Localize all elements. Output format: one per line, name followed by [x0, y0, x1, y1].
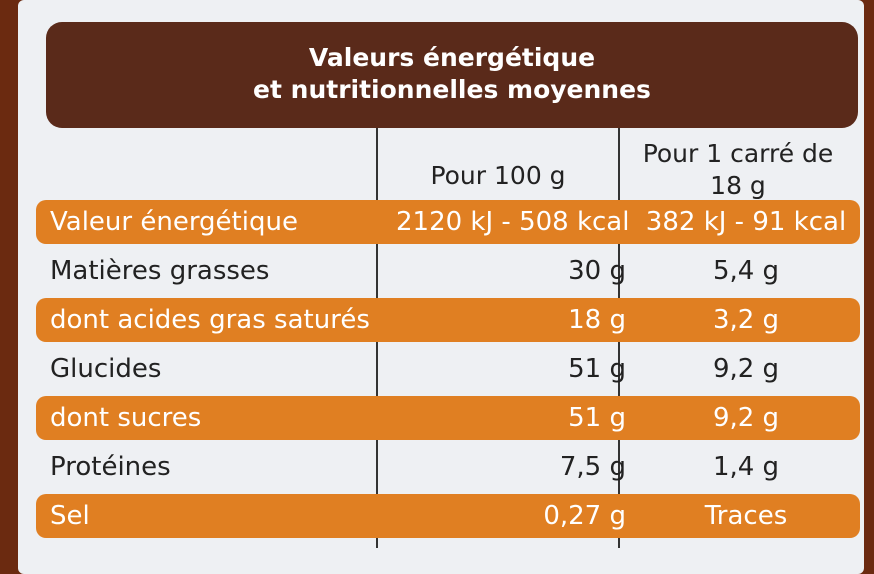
cell: 7,5 g [559, 452, 626, 482]
cell: 30 g [568, 256, 626, 286]
table-row: dont sucres 51 g 9,2 g [36, 396, 860, 440]
cell: Traces [704, 501, 788, 531]
table-row: Matières grasses 30 g 5,4 g [36, 249, 860, 293]
cell: Glucides [50, 354, 162, 384]
title: et nutritionnelles moyennes [253, 75, 651, 104]
table-row: Valeur énergétique 2120 kJ - 508 kcal 382 … [36, 200, 860, 244]
cell: 1,4 g [712, 452, 780, 482]
cell: dont acides gras saturés [50, 305, 370, 335]
cell: 3,2 g [712, 305, 780, 335]
title: Valeurs énergétique [308, 43, 596, 72]
cell: Matières grasses [50, 256, 270, 286]
cell: Protéines [50, 452, 171, 482]
cell: 51 g [568, 354, 626, 384]
cell: 51 g [568, 403, 626, 433]
table-row: dont acides gras saturés 18 g 3,2 g [36, 298, 860, 342]
cell: 0,27 g [543, 501, 626, 531]
cell: Valeur énergétique [50, 207, 298, 237]
table-row: Glucides 51 g 9,2 g [36, 347, 860, 391]
cell: 2120 kJ - 508 kcal [396, 207, 630, 237]
cell: Sel [50, 501, 90, 531]
table-row: Protéines 7,5 g 1,4 g [36, 445, 860, 489]
column-header: Pour 100 g [430, 161, 566, 190]
cell: 9,2 g [712, 403, 780, 433]
cell: 9,2 g [712, 354, 780, 384]
cell: 18 g [568, 305, 626, 335]
cell: 5,4 g [712, 256, 780, 286]
table-row: Sel 0,27 g Traces [36, 494, 860, 538]
label-card: Valeurs énergétique et nutritionnelles mo… [18, 0, 864, 574]
header: Valeurs énergétique et nutritionnelles mo… [46, 22, 858, 128]
cell: dont sucres [50, 403, 202, 433]
cell: 382 kJ - 91 kcal [645, 207, 847, 237]
column-header: Pour 1 carré de 18 g [642, 139, 834, 200]
